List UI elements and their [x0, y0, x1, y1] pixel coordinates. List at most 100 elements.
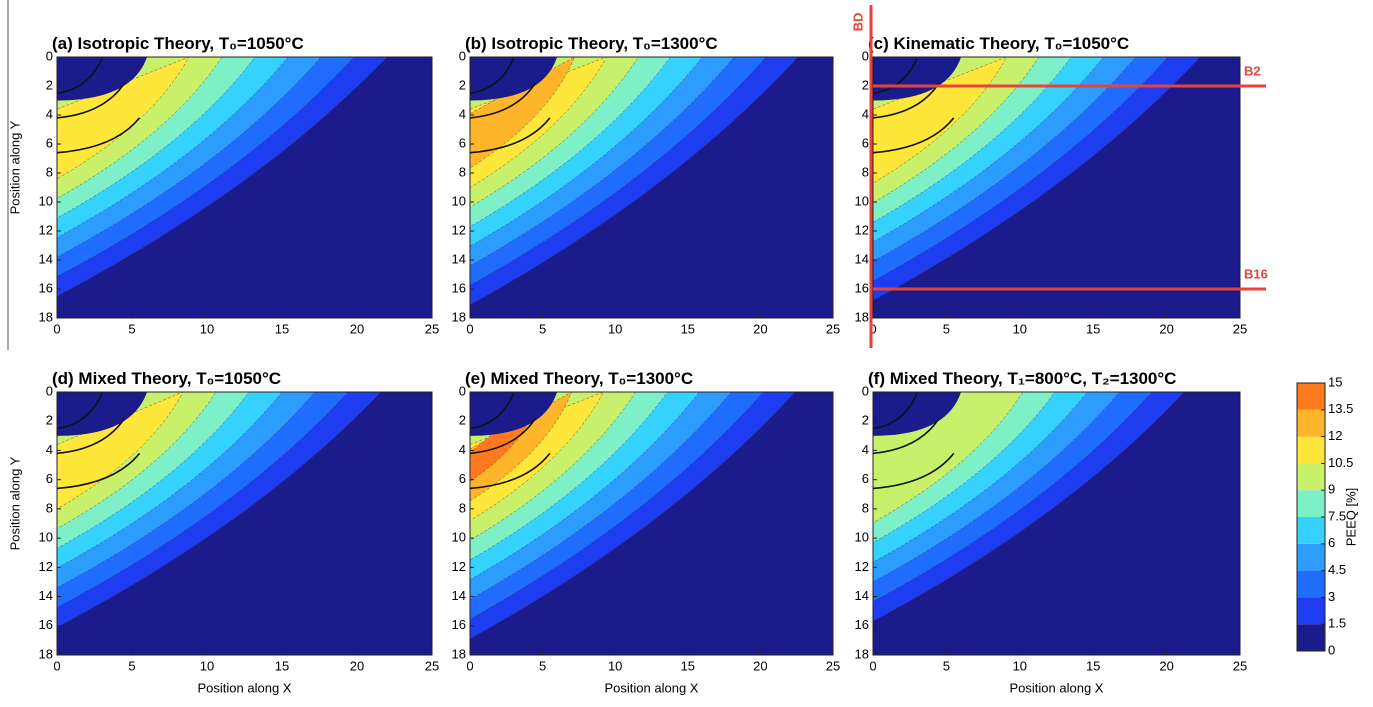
- x-tick-label: 25: [826, 321, 840, 336]
- melt-pool: [57, 392, 147, 436]
- x-tick-label: 25: [1233, 321, 1247, 336]
- contour-field: [57, 392, 432, 655]
- y-tick-label: 16: [39, 617, 53, 632]
- y-tick-label: 2: [459, 413, 466, 428]
- plot-frame: [56, 391, 433, 656]
- band: [57, 57, 190, 180]
- bands: [873, 392, 1240, 655]
- panel-title: (c) Kinematic Theory, T₀=1050°C: [868, 34, 1129, 53]
- x-tick-label: 25: [425, 321, 439, 336]
- x-tick-label: 5: [943, 321, 950, 336]
- x-tick-label: 0: [869, 658, 876, 673]
- layer-line: [57, 117, 141, 154]
- x-axis-label: Position along X: [1010, 680, 1104, 695]
- x-tick-label: 10: [608, 321, 622, 336]
- colorbar-swatch: [1297, 517, 1325, 544]
- layer-line: [873, 417, 940, 455]
- layer-line: [873, 393, 918, 430]
- x-tick-label: 5: [128, 658, 135, 673]
- y-tick-label: 2: [46, 77, 53, 92]
- x-tick-label: 0: [53, 658, 60, 673]
- y-tick-label: 16: [39, 280, 53, 295]
- colorbar-swatch: [1297, 490, 1325, 517]
- x-tick-label: 0: [466, 321, 473, 336]
- y-tick-label: 12: [39, 222, 53, 237]
- colorbar-swatch: [1297, 436, 1325, 464]
- y-tick-label: 8: [459, 500, 466, 515]
- y-tick-label: 18: [452, 646, 466, 661]
- y-tick-label: 4: [459, 106, 466, 121]
- x-tick-label: 20: [1159, 658, 1173, 673]
- y-tick-label: 0: [46, 383, 53, 398]
- x-tick-label: 25: [425, 658, 439, 673]
- contour-field: [470, 392, 833, 655]
- y-tick-label: 10: [452, 193, 466, 208]
- x-tick-label: 25: [826, 658, 840, 673]
- y-tick-label: 18: [855, 646, 869, 661]
- y-tick-label: 6: [862, 471, 869, 486]
- colorbar-swatch: [1297, 383, 1325, 410]
- layer-line: [873, 82, 940, 119]
- x-tick-label: 0: [466, 658, 473, 673]
- colorbar-tick-label: 10.5: [1328, 455, 1353, 470]
- layer-line: [873, 452, 955, 490]
- x-tick-label: 10: [200, 658, 214, 673]
- y-tick-label: 2: [862, 77, 869, 92]
- panel-title: (f) Mixed Theory, T₁=800°C, T₂=1300°C: [868, 369, 1176, 388]
- band: [470, 57, 575, 169]
- y-tick-label: 10: [452, 530, 466, 545]
- colorbar-tick-label: 4.5: [1328, 562, 1346, 577]
- layer-line: [57, 58, 103, 95]
- y-axis-label: Position along Y: [7, 120, 22, 214]
- y-tick-label: 2: [459, 77, 466, 92]
- annotation: B16: [1244, 266, 1268, 281]
- contour-field: [873, 57, 1240, 318]
- bands: [57, 57, 432, 318]
- layer-line: [873, 58, 918, 95]
- x-tick-label: 15: [275, 658, 289, 673]
- band: [470, 392, 572, 502]
- panel-title: (d) Mixed Theory, T₀=1050°C: [52, 369, 281, 388]
- melt-pool: [470, 57, 558, 101]
- colorbar-label: PEEQ [%]: [1343, 488, 1358, 547]
- y-tick-label: 12: [855, 222, 869, 237]
- melt-pool: [873, 57, 962, 101]
- x-tick-label: 10: [608, 658, 622, 673]
- x-tick-label: 20: [350, 658, 364, 673]
- x-tick-label: 20: [1159, 321, 1173, 336]
- y-tick-label: 6: [459, 471, 466, 486]
- colorbar-tick-label: 9: [1328, 482, 1335, 497]
- y-tick-label: 18: [855, 309, 869, 324]
- melt-pool: [470, 392, 558, 436]
- colorbar-tick-label: 13.5: [1328, 401, 1353, 416]
- y-tick-label: 2: [862, 413, 869, 428]
- x-tick-label: 15: [275, 321, 289, 336]
- y-tick-label: 12: [855, 559, 869, 574]
- y-tick-label: 18: [39, 309, 53, 324]
- colorbar-swatch: [1297, 543, 1325, 571]
- y-tick-label: 0: [46, 48, 53, 63]
- annotation: BD: [850, 13, 865, 32]
- x-tick-label: 25: [1233, 658, 1247, 673]
- layer-line: [470, 82, 537, 119]
- panel-title: (b) Isotropic Theory, T₀=1300°C: [465, 34, 718, 53]
- band: [470, 392, 604, 521]
- plot-frame: [469, 391, 834, 656]
- x-tick-label: 15: [681, 321, 695, 336]
- layer-line: [57, 417, 126, 455]
- y-tick-label: 4: [862, 106, 869, 121]
- y-tick-label: 4: [459, 442, 466, 457]
- x-tick-label: 5: [943, 658, 950, 673]
- contour-field: [57, 57, 432, 318]
- band: [873, 57, 1007, 184]
- layer-line: [873, 117, 955, 154]
- x-tick-label: 5: [128, 321, 135, 336]
- y-tick-label: 14: [39, 251, 53, 266]
- x-tick-label: 20: [350, 321, 364, 336]
- colorbar-swatch: [1297, 463, 1325, 491]
- colorbar-tick-label: 0: [1328, 642, 1335, 657]
- plot-frame: [872, 391, 1241, 656]
- contour-field: [470, 57, 833, 318]
- x-axis-label: Position along X: [605, 680, 699, 695]
